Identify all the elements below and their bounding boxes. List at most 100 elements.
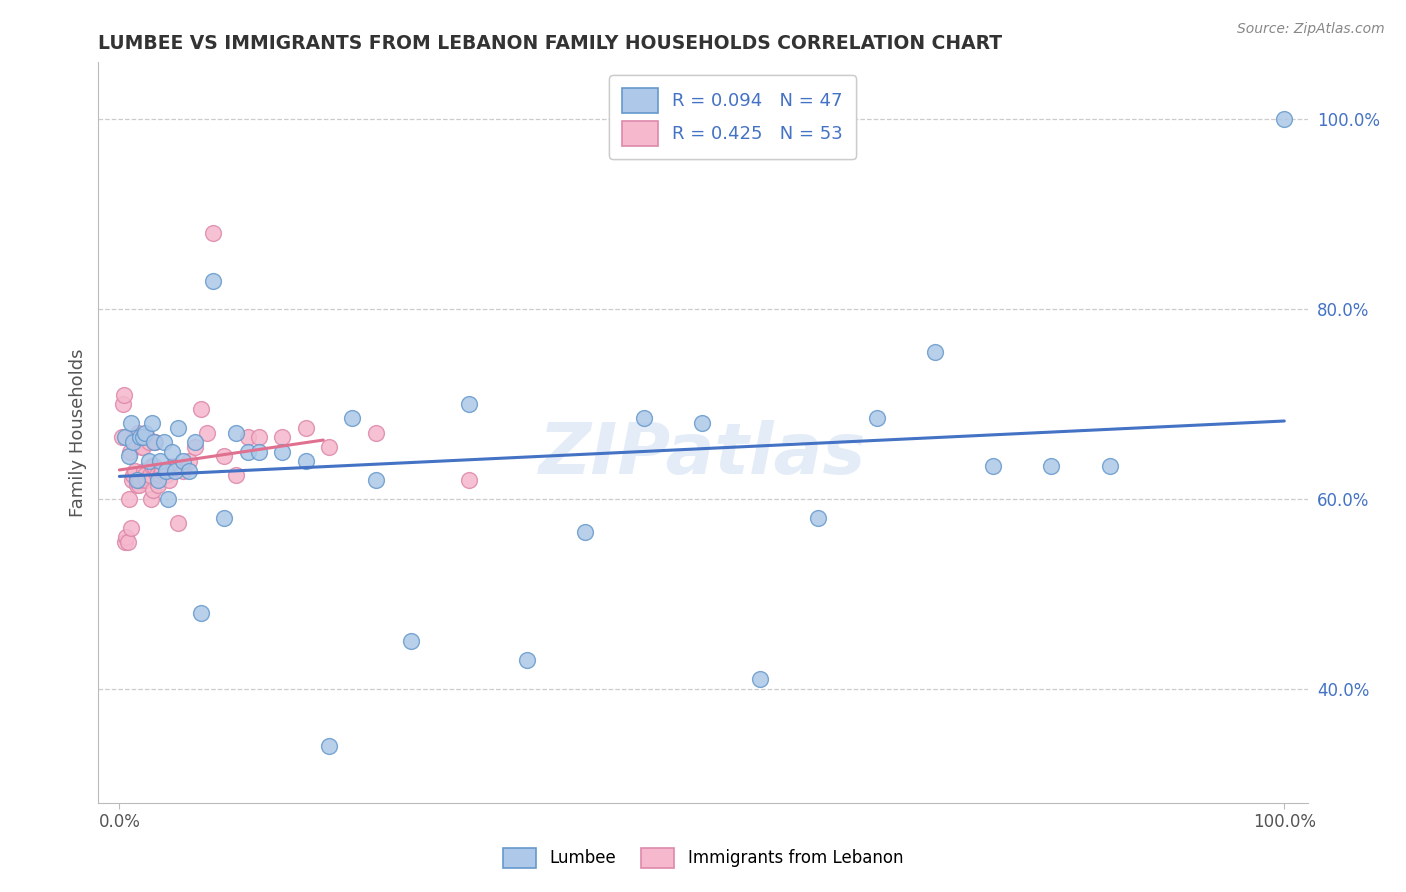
Point <box>690 416 713 430</box>
Point <box>143 458 166 473</box>
Point <box>134 468 156 483</box>
Point <box>129 473 152 487</box>
Text: ZIPatlas: ZIPatlas <box>540 420 866 490</box>
Point <box>195 425 218 440</box>
Point <box>271 430 294 444</box>
Point <box>157 491 180 506</box>
Point <box>129 430 152 444</box>
Point <box>118 444 141 458</box>
Legend: Lumbee, Immigrants from Lebanon: Lumbee, Immigrants from Lebanon <box>496 841 910 875</box>
Point <box>131 440 153 454</box>
Point <box>318 739 340 753</box>
Point <box>212 450 235 464</box>
Point <box>364 425 387 440</box>
Point <box>160 444 183 458</box>
Point <box>131 430 153 444</box>
Point <box>1040 458 1063 473</box>
Point <box>318 440 340 454</box>
Point <box>125 478 148 492</box>
Point <box>120 416 142 430</box>
Point <box>1098 458 1121 473</box>
Point <box>138 468 160 483</box>
Point <box>981 458 1004 473</box>
Point <box>141 416 163 430</box>
Text: Source: ZipAtlas.com: Source: ZipAtlas.com <box>1237 22 1385 37</box>
Point <box>125 473 148 487</box>
Point <box>457 397 479 411</box>
Point <box>166 516 188 530</box>
Point <box>225 468 247 483</box>
Point <box>633 411 655 425</box>
Point <box>457 473 479 487</box>
Point <box>201 274 224 288</box>
Point <box>146 473 169 487</box>
Point <box>117 534 139 549</box>
Point <box>294 421 316 435</box>
Point <box>516 653 538 667</box>
Point <box>162 458 184 473</box>
Point <box>122 435 145 450</box>
Point <box>172 464 194 478</box>
Point <box>190 401 212 416</box>
Point <box>225 425 247 440</box>
Point <box>136 430 159 444</box>
Point <box>146 478 169 492</box>
Point <box>139 491 162 506</box>
Point <box>138 435 160 450</box>
Point <box>212 511 235 525</box>
Point <box>172 454 194 468</box>
Point <box>247 430 270 444</box>
Point <box>201 227 224 241</box>
Point <box>149 468 172 483</box>
Point <box>924 345 946 359</box>
Point <box>865 411 887 425</box>
Point <box>114 534 136 549</box>
Point <box>145 435 167 450</box>
Point <box>141 458 163 473</box>
Text: LUMBEE VS IMMIGRANTS FROM LEBANON FAMILY HOUSEHOLDS CORRELATION CHART: LUMBEE VS IMMIGRANTS FROM LEBANON FAMILY… <box>98 34 1002 53</box>
Point <box>155 468 177 483</box>
Point <box>124 464 146 478</box>
Point <box>294 454 316 468</box>
Point <box>152 464 174 478</box>
Point <box>807 511 830 525</box>
Point <box>138 454 160 468</box>
Point <box>159 473 181 487</box>
Point <box>118 491 141 506</box>
Point <box>128 478 150 492</box>
Point <box>121 473 143 487</box>
Point <box>574 525 596 540</box>
Point <box>364 473 387 487</box>
Point <box>132 464 155 478</box>
Point <box>142 483 165 497</box>
Point <box>135 473 157 487</box>
Point <box>143 435 166 450</box>
Point <box>155 464 177 478</box>
Point <box>118 450 141 464</box>
Point <box>179 454 201 468</box>
Point <box>122 468 145 483</box>
Point <box>131 440 153 454</box>
Point <box>179 464 201 478</box>
Point <box>190 606 212 620</box>
Point <box>399 634 422 648</box>
Point <box>1272 112 1295 127</box>
Point <box>127 425 149 440</box>
Point <box>236 444 259 458</box>
Point <box>236 430 259 444</box>
Point <box>247 444 270 458</box>
Point <box>120 520 142 534</box>
Point <box>114 430 136 444</box>
Point <box>271 444 294 458</box>
Point <box>152 435 174 450</box>
Point <box>166 421 188 435</box>
Point <box>145 468 167 483</box>
Point <box>134 425 156 440</box>
Point <box>149 454 172 468</box>
Point <box>115 530 138 544</box>
Y-axis label: Family Households: Family Households <box>69 349 87 516</box>
Point <box>749 673 772 687</box>
Point <box>165 464 187 478</box>
Point <box>184 440 207 454</box>
Point <box>342 411 364 425</box>
